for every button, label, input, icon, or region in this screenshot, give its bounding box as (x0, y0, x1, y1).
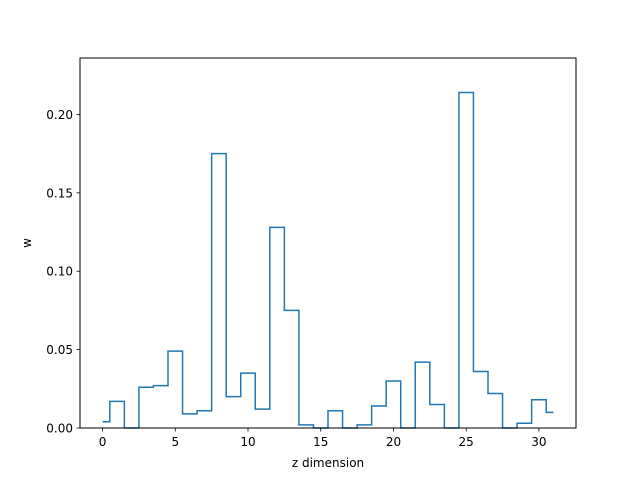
y-tick-label: 0.15 (46, 186, 73, 200)
x-tick-label: 25 (459, 435, 474, 449)
x-axis: 0 5 10 15 20 25 30 (99, 428, 547, 449)
x-tick-label: 15 (313, 435, 328, 449)
y-tick-label: 0.20 (46, 108, 73, 122)
x-tick-label: 20 (386, 435, 401, 449)
y-axis-label: w (20, 238, 34, 248)
y-tick-label: 0.00 (46, 422, 73, 436)
x-tick-label: 5 (171, 435, 179, 449)
x-tick-label: 10 (240, 435, 255, 449)
plot-frame (79, 57, 577, 429)
y-axis: 0.00 0.05 0.10 0.15 0.20 (46, 108, 80, 436)
y-tick-label: 0.05 (46, 343, 73, 357)
series-line (102, 91, 554, 429)
x-tick-label: 30 (531, 435, 546, 449)
x-tick-label: 0 (99, 435, 107, 449)
plot-background (80, 58, 576, 428)
y-tick-label: 0.10 (46, 265, 73, 279)
x-axis-label: z dimension (292, 456, 364, 470)
